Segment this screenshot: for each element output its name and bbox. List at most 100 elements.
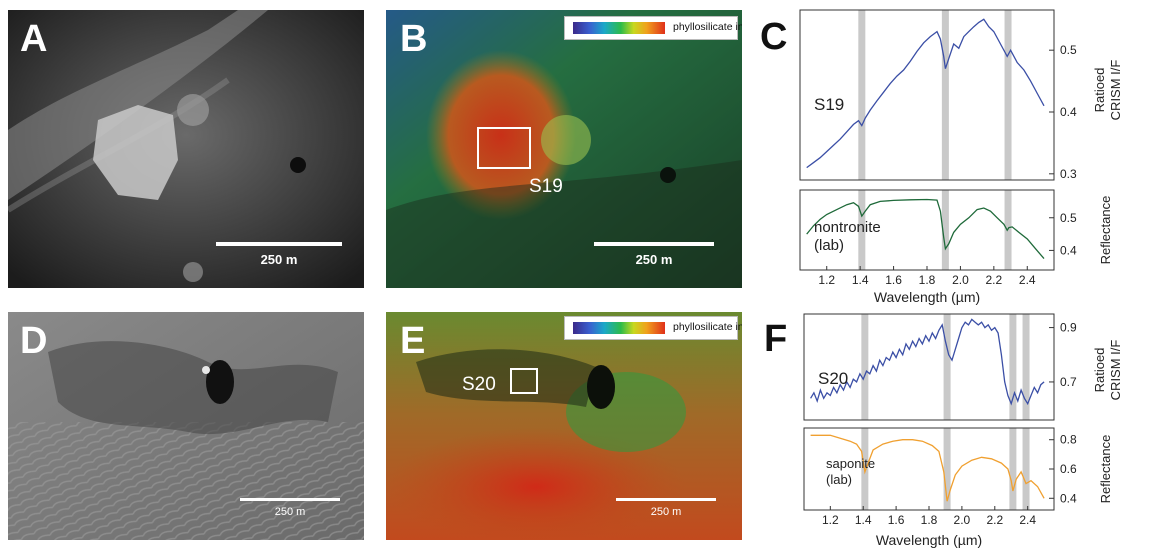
- roi-label-s20: S20: [462, 374, 496, 395]
- panel-c-spectra: 0.3 0.4 0.5 RatioedCRISM I/F S19 0.4 0.5 Reflec…: [756, 0, 1176, 310]
- series-nontronite: [806, 198, 1045, 260]
- y-axis-label-line: Reflectance: [1098, 196, 1113, 265]
- absorption-band: [1009, 428, 1017, 510]
- x-tick-label: 1.6: [888, 513, 905, 527]
- scale-bar-d: 250 m: [240, 498, 340, 526]
- series-saponite: [810, 434, 1045, 502]
- y-tick-label: 0.9: [1060, 321, 1077, 335]
- panel-f-spectra: 0.7 0.9 RatioedCRISM I/F S20 0.4 0.6 0.8 Reflec…: [756, 300, 1176, 552]
- scale-bar-e: 250 m: [616, 498, 716, 526]
- absorption-band: [861, 314, 869, 420]
- panel-label-e: E: [400, 320, 426, 362]
- panel-f-spectra-chart: 0.7 0.9 RatioedCRISM I/F S20 0.4 0.6 0.8 Reflec…: [803, 313, 1123, 548]
- scale-bar-line: [594, 242, 714, 246]
- series-label-s19: S19: [814, 95, 844, 114]
- roi-label-s19: S19: [529, 176, 563, 197]
- series-label-saponite: saponite: [826, 456, 875, 471]
- phyllosilicate-legend: phyllosilicate index: [564, 16, 742, 40]
- legend-label: phyllosilicate index: [673, 21, 742, 33]
- subplot-1: 0.3 0.4 0.5 RatioedCRISM I/F S19: [799, 9, 1123, 181]
- y-axis-label: Reflectance: [1098, 435, 1113, 504]
- plot-frame: [799, 9, 1055, 181]
- y-tick-label: 0.8: [1060, 433, 1077, 447]
- series-label-nontronite: (lab): [814, 237, 844, 254]
- scale-bar-a: 250 m: [216, 242, 342, 272]
- panel-b-colorized-image: [386, 10, 742, 288]
- subplot-2: 0.4 0.6 0.8 Reflectance saponite(lab): [803, 427, 1113, 511]
- panel-a-grayscale-image: A 250 m: [8, 10, 364, 288]
- series-label-saponite: (lab): [826, 472, 852, 487]
- x-tick-label: 1.6: [885, 273, 902, 287]
- x-tick-label: 2.0: [954, 513, 971, 527]
- panel-d-terrain-image: [8, 312, 364, 540]
- series-label-s20: S20: [818, 369, 848, 388]
- y-tick-label: 0.5: [1060, 43, 1077, 57]
- colorbar-ramp: [573, 322, 665, 334]
- scale-bar-label: 250 m: [274, 506, 306, 518]
- colorbar-ramp: [573, 22, 665, 34]
- y-axis-label-line: Reflectance: [1098, 435, 1113, 504]
- panel-e-phyllosilicate-map: E phyllosilicate index S20 250 m: [386, 312, 742, 540]
- subplot-1: 0.7 0.9 RatioedCRISM I/F S20: [803, 313, 1123, 421]
- panel-d-grayscale-image: D 250 m: [8, 312, 364, 540]
- x-tick-label: 1.2: [822, 513, 839, 527]
- absorption-band: [941, 10, 949, 180]
- roi-box-s20: [510, 368, 538, 394]
- panel-b-phyllosilicate-map: B phyllosilicate index S19 250 m: [386, 10, 742, 288]
- legend-label: phyllosilicate index: [673, 321, 742, 333]
- x-axis-label: Wavelength (µm): [874, 289, 980, 305]
- panel-c-spectra-chart: 0.3 0.4 0.5 RatioedCRISM I/F S19 0.4 0.5 Reflec…: [799, 9, 1123, 305]
- y-tick-label: 0.5: [1060, 211, 1077, 225]
- x-tick-label: 1.8: [919, 273, 936, 287]
- series-s20: [810, 318, 1045, 406]
- scale-bar-line: [216, 242, 342, 246]
- panel-label-a: A: [20, 18, 48, 60]
- panel-label-d: D: [20, 320, 48, 362]
- scale-bar-line: [240, 498, 340, 501]
- x-tick-label: 2.4: [1019, 513, 1036, 527]
- y-tick-label: 0.4: [1060, 491, 1077, 505]
- series-label-nontronite: nontronite: [814, 219, 881, 236]
- y-axis-label-line: Ratioed: [1092, 68, 1107, 113]
- y-axis-label: RatioedCRISM I/F: [1092, 340, 1123, 401]
- x-tick-label: 1.4: [852, 273, 869, 287]
- y-tick-label: 0.4: [1060, 243, 1077, 257]
- absorption-band: [1022, 428, 1030, 510]
- scale-bar-b: 250 m: [594, 242, 714, 272]
- y-tick-label: 0.6: [1060, 462, 1077, 476]
- absorption-band: [943, 314, 951, 420]
- x-tick-label: 2.0: [952, 273, 969, 287]
- x-tick-label: 2.4: [1019, 273, 1036, 287]
- y-axis-label: Reflectance: [1098, 196, 1113, 265]
- x-tick-label: 1.2: [818, 273, 835, 287]
- y-tick-label: 0.3: [1060, 167, 1077, 181]
- panel-a-terrain-image: [8, 10, 364, 288]
- phyllosilicate-legend: phyllosilicate index: [564, 316, 742, 340]
- y-tick-label: 0.7: [1060, 375, 1077, 389]
- scale-bar-label: 250 m: [650, 506, 682, 518]
- y-axis-label: RatioedCRISM I/F: [1092, 60, 1123, 121]
- roi-box-s19: [477, 127, 531, 169]
- panel-label-c: C: [760, 16, 788, 58]
- panel-e-colorized-image: [386, 312, 742, 540]
- x-tick-label: 1.8: [921, 513, 938, 527]
- x-tick-label: 1.4: [855, 513, 872, 527]
- absorption-band: [943, 428, 951, 510]
- panel-label-f: F: [764, 318, 788, 360]
- panel-label-b: B: [400, 18, 428, 60]
- x-axis-label: Wavelength (µm): [876, 532, 982, 548]
- absorption-band: [941, 190, 949, 270]
- absorption-band: [1009, 314, 1017, 420]
- subplot-2: 0.4 0.5 Reflectance nontronite(lab): [799, 189, 1113, 271]
- absorption-band: [1004, 10, 1012, 180]
- x-tick-label: 2.2: [985, 273, 1002, 287]
- y-axis-label-line: Ratioed: [1092, 348, 1107, 393]
- series-s19: [806, 18, 1045, 169]
- absorption-band: [858, 10, 866, 180]
- y-tick-label: 0.4: [1060, 105, 1077, 119]
- absorption-band: [1022, 314, 1030, 420]
- scale-bar-line: [616, 498, 716, 501]
- x-tick-label: 2.2: [986, 513, 1003, 527]
- plot-frame: [803, 313, 1055, 421]
